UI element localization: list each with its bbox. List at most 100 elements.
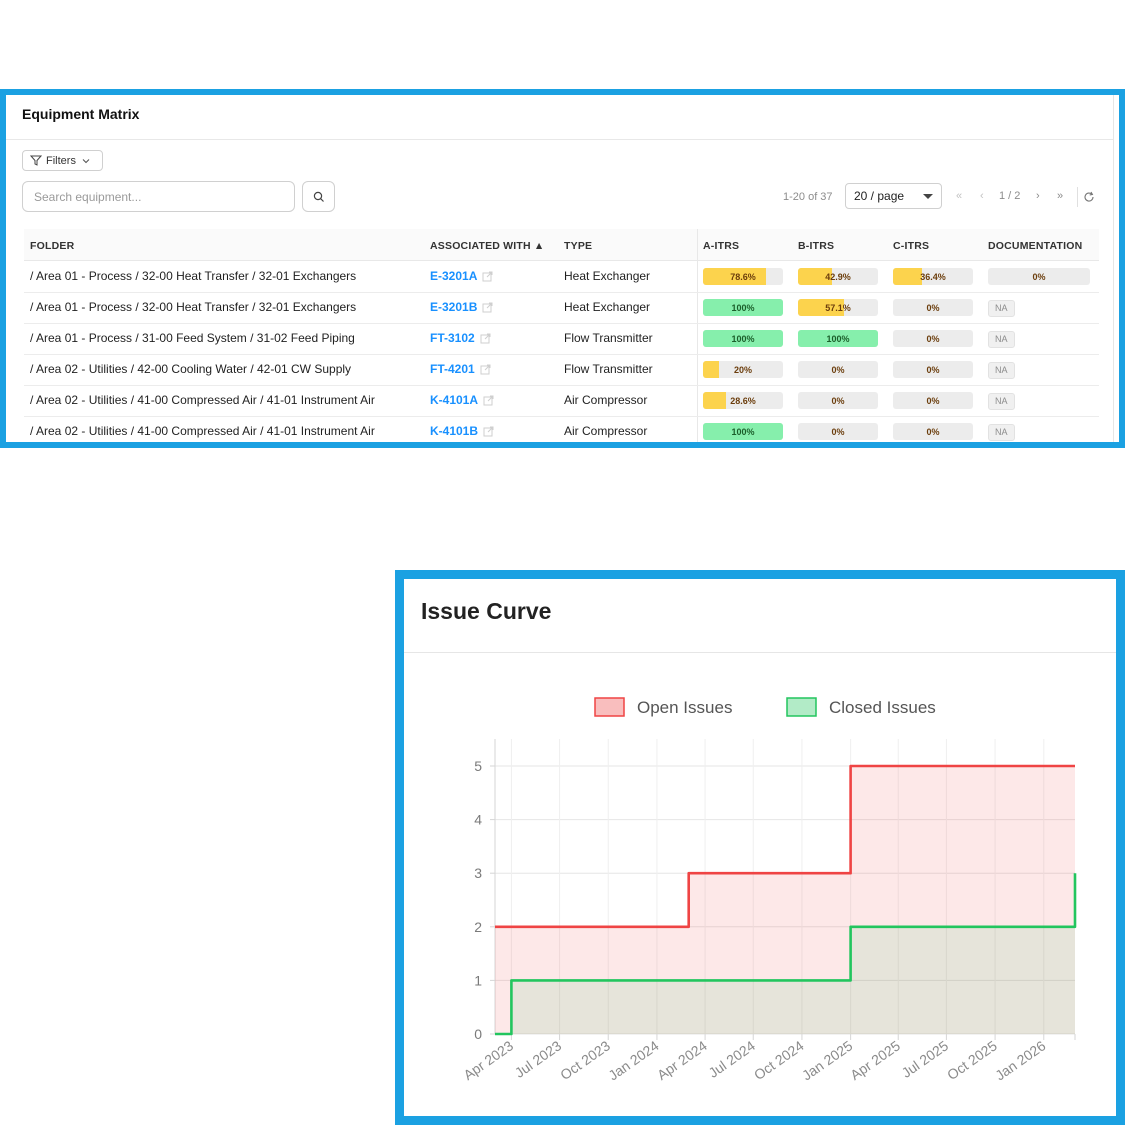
equipment-tag-link[interactable]: K-4101A bbox=[430, 393, 494, 407]
progress-label: 100% bbox=[731, 303, 755, 313]
c-itrs-progress: 36.4% bbox=[893, 268, 973, 285]
equipment-type: Flow Transmitter bbox=[564, 331, 653, 345]
series-area-0 bbox=[495, 766, 1075, 1034]
page-size-value: 20 / page bbox=[854, 189, 905, 203]
title-divider bbox=[404, 652, 1116, 653]
table-row[interactable]: / Area 02 - Utilities / 41-00 Compressed… bbox=[24, 385, 1099, 417]
documentation-progress: 0% bbox=[988, 268, 1090, 285]
equipment-tag-link[interactable]: E-3201B bbox=[430, 300, 493, 314]
caret-down-icon bbox=[923, 194, 933, 199]
x-tick-label: Jan 2026 bbox=[992, 1037, 1049, 1083]
progress-label: 28.6% bbox=[730, 396, 756, 406]
b-itrs-progress: 0% bbox=[798, 392, 878, 409]
progress-label: 0% bbox=[926, 303, 940, 313]
equipment-type: Air Compressor bbox=[564, 424, 648, 438]
x-tick-label: Apr 2024 bbox=[654, 1037, 710, 1083]
filter-icon bbox=[30, 155, 42, 166]
x-tick-label: Oct 2024 bbox=[751, 1037, 807, 1083]
legend-label-0: Open Issues bbox=[637, 698, 732, 717]
a-itrs-progress: 28.6% bbox=[703, 392, 783, 409]
progress-label: 36.4% bbox=[920, 272, 946, 282]
issue-curve-panel: Issue Curve 0 1 2 3 4 5 Apr 2023 Jul 2023 Oct 20… bbox=[395, 570, 1125, 1125]
equipment-tag-link[interactable]: FT-4201 bbox=[430, 362, 491, 376]
folder-path: / Area 02 - Utilities / 42-00 Cooling Wa… bbox=[30, 362, 352, 376]
equipment-type: Air Compressor bbox=[564, 393, 648, 407]
prev-page-icon[interactable]: ‹ bbox=[980, 190, 984, 202]
equipment-tag-link[interactable]: FT-3102 bbox=[430, 331, 491, 345]
progress-label: 78.6% bbox=[730, 272, 756, 282]
c-itrs-progress: 0% bbox=[893, 330, 973, 347]
y-tick-label: 1 bbox=[474, 972, 482, 988]
external-link-icon[interactable] bbox=[483, 395, 494, 406]
legend-label-1: Closed Issues bbox=[829, 698, 936, 717]
page-size-select[interactable]: 20 / page bbox=[845, 183, 942, 209]
progress-fill bbox=[703, 392, 726, 409]
external-link-icon[interactable] bbox=[482, 302, 493, 313]
progress-fill bbox=[703, 330, 783, 347]
equipment-matrix-title: Equipment Matrix bbox=[22, 106, 140, 122]
table-row[interactable]: / Area 02 - Utilities / 42-00 Cooling Wa… bbox=[24, 354, 1099, 386]
progress-label: 0% bbox=[926, 396, 940, 406]
search-equipment-input[interactable] bbox=[22, 181, 295, 212]
progress-fill bbox=[703, 423, 783, 440]
column-header-type[interactable]: TYPE bbox=[564, 240, 593, 252]
column-header-folder[interactable]: FOLDER bbox=[30, 240, 75, 252]
table-row[interactable]: / Area 01 - Process / 32-00 Heat Transfe… bbox=[24, 261, 1099, 293]
refresh-icon[interactable] bbox=[1083, 191, 1095, 203]
series-line-0 bbox=[495, 764, 1075, 929]
x-tick-label: Jan 2024 bbox=[605, 1037, 662, 1083]
equipment-tag: E-3201B bbox=[430, 300, 478, 314]
equipment-tag-link[interactable]: K-4101B bbox=[430, 424, 494, 438]
external-link-icon[interactable] bbox=[482, 271, 493, 282]
column-header-associated-with[interactable]: ASSOCIATED WITH ▲ bbox=[430, 240, 545, 252]
progress-label: 100% bbox=[731, 334, 755, 344]
b-itrs-progress: 42.9% bbox=[798, 268, 878, 285]
equipment-tag-link[interactable]: E-3201A bbox=[430, 269, 493, 283]
progress-label: 0% bbox=[926, 365, 940, 375]
column-header-a-itrs[interactable]: A-ITRS bbox=[703, 240, 740, 252]
folder-path: / Area 01 - Process / 32-00 Heat Transfe… bbox=[30, 300, 357, 314]
progress-fill bbox=[703, 268, 766, 285]
not-applicable-badge: NA bbox=[988, 362, 1015, 379]
x-tick-label: Jul 2023 bbox=[512, 1037, 565, 1081]
y-tick-label: 3 bbox=[474, 865, 482, 881]
table-row[interactable]: / Area 02 - Utilities / 41-00 Compressed… bbox=[24, 416, 1099, 442]
not-applicable-badge: NA bbox=[988, 331, 1015, 348]
external-link-icon[interactable] bbox=[480, 333, 491, 344]
first-page-icon[interactable]: « bbox=[956, 190, 963, 202]
equipment-type: Flow Transmitter bbox=[564, 362, 653, 376]
search-button[interactable] bbox=[302, 181, 335, 212]
equipment-type: Heat Exchanger bbox=[564, 300, 651, 314]
c-itrs-progress: 0% bbox=[893, 392, 973, 409]
progress-label: 100% bbox=[731, 427, 755, 437]
progress-label: 42.9% bbox=[825, 272, 851, 282]
filters-label: Filters bbox=[46, 154, 76, 167]
legend-swatch-0 bbox=[594, 697, 625, 717]
next-page-icon[interactable]: › bbox=[1036, 190, 1040, 202]
external-link-icon[interactable] bbox=[480, 364, 491, 375]
legend-swatch-1 bbox=[786, 697, 817, 717]
table-row[interactable]: / Area 01 - Process / 32-00 Heat Transfe… bbox=[24, 292, 1099, 324]
b-itrs-progress: 100% bbox=[798, 330, 878, 347]
column-header-c-itrs[interactable]: C-ITRS bbox=[893, 240, 930, 252]
external-link-icon[interactable] bbox=[483, 426, 494, 437]
x-tick-label: Oct 2023 bbox=[557, 1037, 613, 1083]
last-page-icon[interactable]: » bbox=[1057, 190, 1064, 202]
y-tick-label: 5 bbox=[474, 758, 482, 774]
equipment-type: Heat Exchanger bbox=[564, 269, 651, 283]
column-header-documentation[interactable]: DOCUMENTATION bbox=[988, 240, 1083, 252]
equipment-tag: FT-4201 bbox=[430, 362, 475, 376]
x-tick-label: Apr 2025 bbox=[847, 1037, 903, 1083]
filters-button[interactable]: Filters bbox=[22, 150, 103, 171]
x-tick-label: Jul 2025 bbox=[899, 1037, 952, 1081]
column-header-b-itrs[interactable]: B-ITRS bbox=[798, 240, 835, 252]
table-row[interactable]: / Area 01 - Process / 31-00 Feed System … bbox=[24, 323, 1099, 355]
progress-label: 0% bbox=[831, 427, 845, 437]
equipment-matrix-panel: Equipment Matrix Filters 1-20 of 37 20 /… bbox=[0, 89, 1125, 448]
progress-fill bbox=[703, 361, 719, 378]
c-itrs-progress: 0% bbox=[893, 423, 973, 440]
folder-path: / Area 02 - Utilities / 41-00 Compressed… bbox=[30, 424, 375, 438]
issue-curve-title: Issue Curve bbox=[421, 598, 552, 624]
progress-label: 100% bbox=[826, 334, 850, 344]
